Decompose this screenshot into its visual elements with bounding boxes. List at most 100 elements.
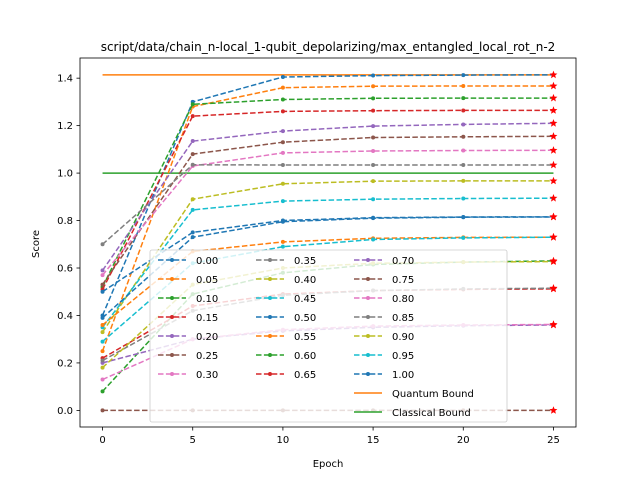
legend-swatch-marker	[170, 353, 174, 357]
legend-swatch-marker	[170, 315, 174, 319]
data-point	[461, 178, 466, 183]
y-tick-label: 0.0	[57, 406, 73, 417]
data-point	[371, 135, 376, 140]
legend-swatch-marker	[170, 258, 174, 262]
legend-label: 0.65	[294, 370, 316, 381]
final-star-marker	[549, 320, 558, 328]
data-point	[100, 408, 105, 413]
legend-label: Quantum Bound	[392, 389, 474, 400]
data-point	[280, 109, 285, 114]
series-line-4	[101, 122, 554, 271]
data-point	[100, 358, 105, 363]
data-point	[461, 196, 466, 201]
series-line-5	[101, 135, 554, 286]
final-star-marker	[549, 406, 558, 414]
legend-label: 0.20	[196, 332, 218, 343]
axes-frame	[79, 57, 577, 428]
legend-label: 0.75	[392, 275, 414, 286]
y-tick-label: 0.6	[57, 264, 73, 275]
chart-title: script/data/chain_n-local_1-qubit_depola…	[101, 40, 556, 54]
data-point	[100, 377, 105, 382]
data-point	[371, 237, 376, 242]
legend-swatch-marker	[268, 277, 272, 281]
data-point	[100, 349, 105, 354]
final-star-marker	[549, 119, 558, 127]
x-tick-label: 0	[99, 435, 105, 446]
data-point	[371, 179, 376, 184]
data-point	[461, 96, 466, 101]
legend-label: Classical Bound	[392, 408, 471, 419]
final-star-marker	[549, 194, 558, 202]
y-tick-label: 1.2	[57, 121, 73, 132]
final-star-marker	[549, 284, 558, 292]
legend-label: 0.15	[196, 313, 218, 324]
data-point	[461, 215, 466, 220]
data-point	[100, 315, 105, 320]
y-tick-label: 1.4	[57, 74, 73, 85]
series-line-3	[101, 109, 554, 290]
y-tick-label: 0.2	[57, 358, 73, 369]
y-axis-label: Score	[31, 230, 42, 258]
data-point	[100, 389, 105, 394]
legend-label: 0.90	[392, 332, 414, 343]
data-point	[190, 102, 195, 107]
data-point	[371, 96, 376, 101]
x-tick-label: 15	[367, 435, 380, 446]
data-point	[100, 282, 105, 287]
data-point	[371, 124, 376, 129]
data-point	[461, 73, 466, 78]
data-point	[461, 84, 466, 89]
data-point	[280, 181, 285, 186]
data-point	[190, 230, 195, 235]
legend-swatch-marker	[268, 258, 272, 262]
data-point	[100, 365, 105, 370]
data-point	[280, 150, 285, 155]
data-point	[190, 114, 195, 119]
data-point	[280, 97, 285, 102]
data-point	[100, 330, 105, 335]
legend-label: 0.40	[294, 275, 316, 286]
legend-swatch-marker	[268, 296, 272, 300]
data-point	[100, 273, 105, 278]
data-point	[280, 140, 285, 145]
y-tick-label: 0.4	[57, 311, 73, 322]
legend-label: 0.35	[294, 256, 316, 267]
data-point	[280, 244, 285, 249]
legend-swatch-marker	[268, 353, 272, 357]
data-point	[371, 163, 376, 168]
data-point	[100, 268, 105, 273]
legend-label: 0.25	[196, 351, 218, 362]
legend-swatch-marker	[366, 258, 370, 262]
data-point	[100, 242, 105, 247]
series-line-9	[101, 197, 554, 328]
legend-label: 0.10	[196, 294, 218, 305]
final-star-marker	[549, 146, 558, 154]
series-line-7	[102, 164, 554, 245]
x-axis-label: Epoch	[313, 459, 344, 470]
legend-swatch-marker	[366, 277, 370, 281]
data-point	[280, 129, 285, 134]
data-point	[100, 289, 105, 294]
legend-label: 0.55	[294, 332, 316, 343]
legend-swatch-marker	[366, 372, 370, 376]
data-point	[280, 163, 285, 168]
legend-label: 0.30	[196, 370, 218, 381]
y-tick-label: 1.0	[57, 169, 73, 180]
series-line-1	[101, 85, 554, 352]
legend-swatch-marker	[366, 334, 370, 338]
x-tick-label: 5	[190, 435, 196, 446]
legend-swatch-marker	[268, 334, 272, 338]
legend-swatch-marker	[170, 296, 174, 300]
data-point	[190, 207, 195, 212]
data-point	[461, 163, 466, 168]
legend-swatch-marker	[170, 372, 174, 376]
final-star-marker	[549, 70, 558, 79]
series-line-20	[102, 216, 554, 319]
legend-label: 0.45	[294, 294, 316, 305]
data-point	[280, 74, 285, 79]
data-point	[461, 235, 466, 240]
final-star-marker	[549, 160, 558, 169]
final-star-marker	[549, 93, 558, 102]
legend-box	[149, 249, 508, 423]
